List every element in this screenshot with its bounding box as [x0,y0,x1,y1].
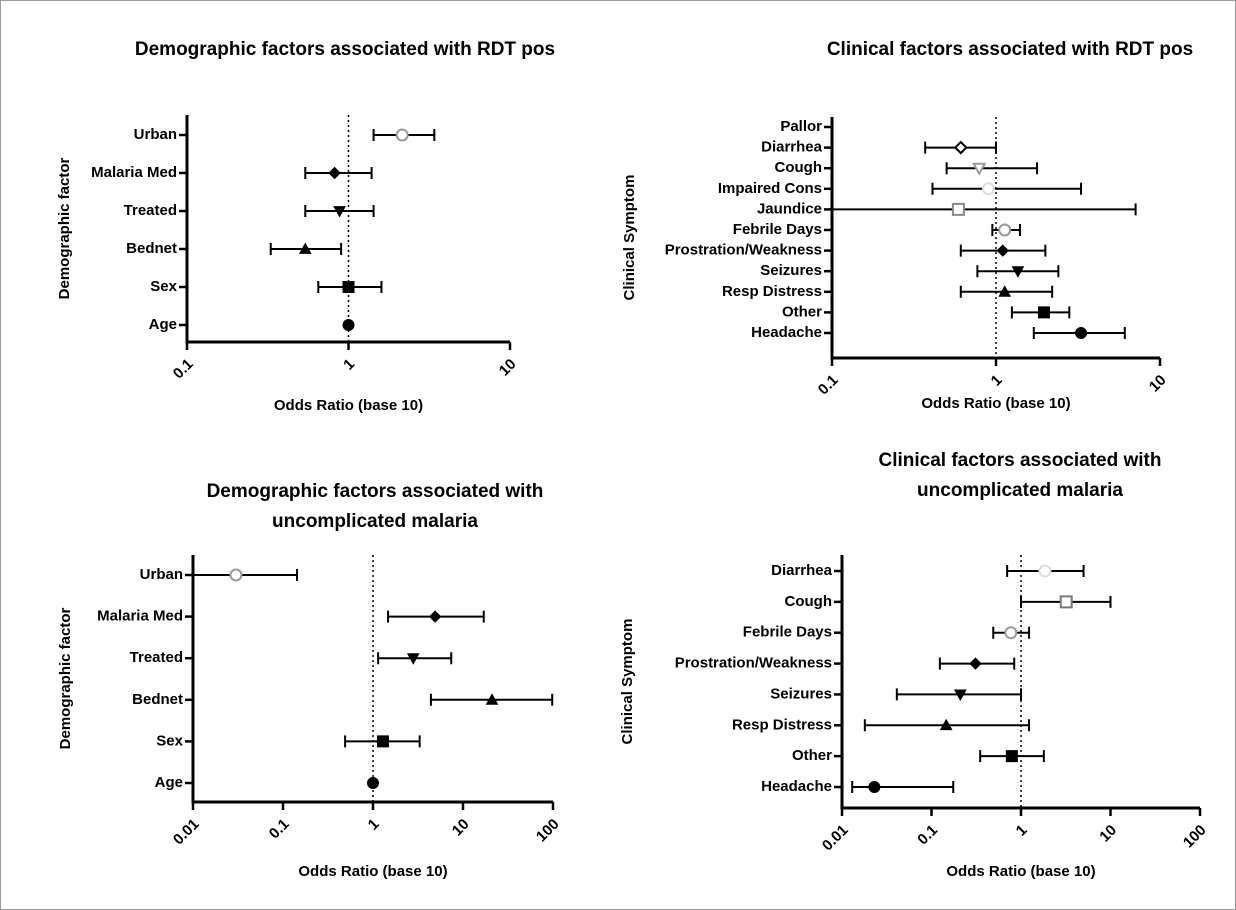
point [953,140,968,155]
y-tick-label: Pallor [780,118,822,135]
y-tick-label: Urban [134,126,177,143]
x-axis-label: Odds Ratio (base 10) [298,863,447,880]
y-tick-label: Cough [775,159,822,176]
y-tick-label: Treated [124,202,177,219]
chart-title: uncomplicated malaria [272,511,478,532]
y-tick-label: Diarrhea [761,139,823,156]
point [298,242,312,254]
point [229,568,243,582]
point [972,162,987,176]
point [1075,327,1088,339]
y-tick-label: Prostration/Weakness [665,242,822,259]
y-tick-label: Cough [785,593,832,610]
y-tick-label: Jaundice [757,200,822,217]
y-tick-label: Prostration/Weakness [675,655,832,672]
y-tick-label: Bednet [126,240,177,257]
point [333,206,346,218]
y-tick-label: Headache [751,324,822,341]
point [406,653,420,665]
y-tick-label: Age [155,774,183,791]
y-tick-label: Other [782,303,822,320]
point [969,657,982,670]
point [342,319,355,331]
point [998,285,1012,297]
y-tick-label: Seizures [760,262,822,279]
chart-title: Demographic factors associated with RDT … [135,39,555,60]
point [1038,564,1052,578]
error-bar [831,203,1137,216]
x-axis-label: Odds Ratio (base 10) [946,863,1095,880]
y-tick-label: Treated [130,649,183,666]
point [868,781,881,793]
point [1037,306,1050,319]
x-axis-label: Odds Ratio (base 10) [921,395,1070,412]
point [998,223,1012,237]
y-axis-label: Demographic factor [56,157,73,299]
error-bar [945,162,1039,175]
y-tick-label: Sex [150,278,177,295]
y-tick-label: Age [149,316,177,333]
y-tick-label: Urban [140,566,183,583]
point [1011,266,1025,278]
y-tick-label: Bednet [132,691,183,708]
y-tick-label: Sex [156,732,183,749]
point [485,693,499,705]
point [1004,626,1018,640]
y-tick-label: Seizures [770,685,832,702]
y-tick-label: Impaired Cons [718,180,822,197]
chart-title: uncomplicated malaria [917,480,1123,501]
y-tick-label: Headache [761,778,832,795]
y-axis-label: Demographic factor [57,607,74,749]
error-bar [192,569,298,581]
y-tick-label: Malaria Med [97,608,183,625]
point [1005,750,1018,763]
y-tick-label: Diarrhea [771,562,833,579]
y-tick-label: Febrile Days [733,221,822,238]
point [939,718,953,731]
error-bar [931,182,1083,195]
y-tick-label: Other [792,747,832,764]
point [342,281,355,293]
chart-title: Clinical factors associated with RDT pos [827,39,1193,60]
point [376,735,389,748]
point [996,244,1009,257]
point [951,202,965,216]
point [428,610,442,623]
point [953,689,967,701]
y-axis-label: Clinical Symptom [619,619,636,745]
x-axis-label: Odds Ratio (base 10) [274,397,423,414]
y-tick-label: Malaria Med [91,164,177,181]
chart-title: Demographic factors associated with [207,481,544,502]
point [981,182,995,196]
y-tick-label: Febrile Days [743,624,832,641]
point [395,128,409,142]
chart-title: Clinical factors associated with [879,450,1162,471]
point [328,166,341,180]
point [1059,595,1073,609]
y-axis-label: Clinical Symptom [621,175,638,301]
y-tick-label: Resp Distress [732,716,832,733]
point [367,777,379,789]
y-tick-label: Resp Distress [722,283,822,300]
